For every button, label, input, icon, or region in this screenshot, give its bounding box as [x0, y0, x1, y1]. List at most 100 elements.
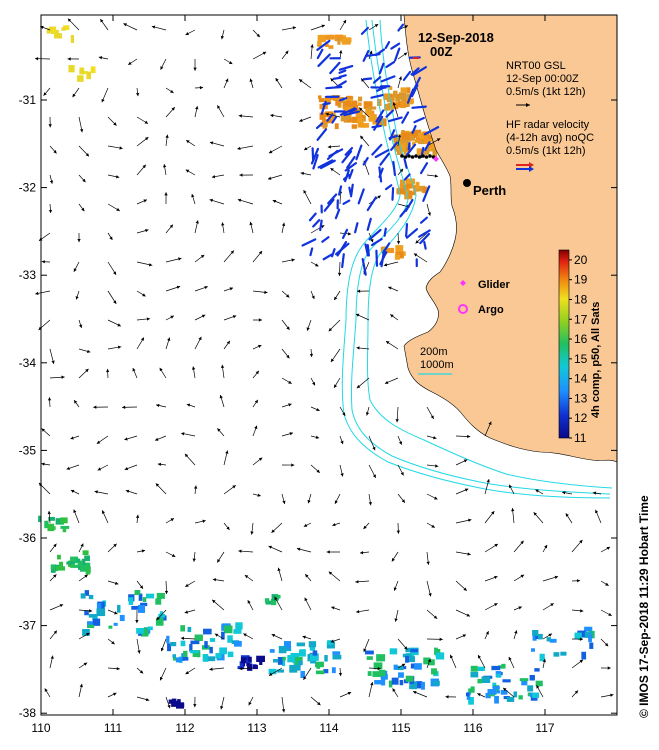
- current-arrow-head: [237, 198, 242, 202]
- colorbar-tick-label: 15: [574, 352, 588, 366]
- current-arrow-head: [357, 289, 361, 293]
- sst-pixel: [113, 622, 118, 626]
- radar-vector: [317, 53, 331, 68]
- current-arrow-head: [165, 134, 169, 138]
- radar-vector: [344, 169, 350, 183]
- current-arrow-head: [579, 637, 583, 641]
- sst-pixel: [356, 117, 364, 124]
- current-arrow-head: [201, 314, 206, 318]
- current-arrow-head: [226, 340, 230, 345]
- radar-vector: [346, 155, 356, 169]
- current-arrow-head: [151, 25, 156, 29]
- sst-pixel: [155, 617, 164, 626]
- colorbar-tick-label: 19: [574, 273, 588, 287]
- sst-pixel: [268, 668, 277, 675]
- current-arrow-head: [116, 207, 120, 211]
- current-arrow-head: [372, 474, 376, 478]
- current-arrow-head: [565, 513, 569, 517]
- radar-vector: [335, 80, 347, 89]
- radar-vector: [370, 94, 384, 99]
- model-scale-arrow: [516, 103, 530, 107]
- current-arrow-head: [463, 587, 467, 591]
- current-arrow-head: [605, 582, 609, 586]
- radar-vector: [405, 143, 417, 156]
- current-arrow-head: [262, 51, 267, 55]
- current-arrow-head: [228, 60, 233, 65]
- radar-vector: [397, 23, 405, 32]
- sst-pixel: [423, 186, 428, 194]
- sst-pixel: [108, 625, 113, 629]
- sst-pixel: [368, 114, 377, 122]
- radar-legend-line2: (4-12h avg) noQC: [506, 132, 594, 144]
- radar-vector: [366, 196, 377, 212]
- current-arrow-head: [109, 236, 113, 240]
- colorbar-tick-label: 11: [574, 431, 587, 445]
- current-arrow-head: [533, 512, 537, 516]
- sst-pixel: [409, 681, 418, 690]
- sst-pixel: [203, 654, 208, 662]
- current-arrow-head: [80, 543, 84, 548]
- current-arrow-head: [143, 199, 147, 203]
- sst-pixel: [501, 663, 506, 668]
- current-arrow-head: [467, 552, 471, 556]
- current-arrow-head: [347, 232, 352, 236]
- current-arrow-head: [503, 687, 507, 692]
- sst-pixel: [265, 600, 274, 605]
- y-tick-label: -31: [19, 93, 37, 107]
- current-arrow-head: [365, 412, 370, 416]
- current-arrow-head: [370, 682, 374, 686]
- sst-pixel: [506, 696, 515, 702]
- current-arrow-head: [274, 596, 278, 601]
- current-arrow-head: [47, 397, 52, 401]
- sst-pixel: [87, 624, 95, 629]
- current-arrow-head: [536, 685, 540, 689]
- sst-pixel: [309, 653, 319, 661]
- glider-track-point: [414, 154, 418, 158]
- sst-pixel: [322, 35, 330, 40]
- current-arrow-head: [520, 574, 525, 578]
- sst-pixel: [177, 699, 181, 703]
- sst-pixel: [194, 634, 203, 641]
- sst-pixel: [334, 34, 344, 40]
- x-tick-label: 110: [31, 721, 50, 735]
- current-arrow-head: [142, 164, 146, 169]
- argo-label: Argo: [478, 304, 504, 316]
- current-arrow-head: [73, 268, 77, 272]
- sst-pixel: [402, 653, 412, 658]
- current-arrow-head: [139, 585, 144, 589]
- sst-pixel: [374, 680, 383, 685]
- current-arrow-head: [155, 483, 160, 487]
- current-arrow-head: [178, 257, 182, 261]
- radar-vector: [344, 146, 354, 156]
- current-arrow-head: [328, 327, 333, 332]
- sst-pixel: [372, 120, 379, 125]
- sst-pixel: [80, 593, 86, 599]
- current-arrow-head: [391, 558, 395, 562]
- radar-vector: [331, 248, 336, 258]
- current-arrow-head: [114, 581, 119, 585]
- current-arrow-head: [244, 575, 249, 579]
- sst-pixel: [233, 629, 242, 634]
- radar-vector: [379, 251, 388, 266]
- current-arrow-head: [44, 688, 48, 692]
- sst-pixel: [96, 608, 106, 617]
- current-arrow-head: [193, 704, 197, 708]
- sst-pixel: [323, 669, 329, 674]
- sst-pixel: [62, 528, 67, 533]
- sst-pixel: [88, 594, 94, 600]
- sst-pixel: [215, 653, 222, 659]
- current-arrow-head: [330, 358, 335, 363]
- sst-pixel: [84, 590, 90, 596]
- x-tick-label: 116: [463, 721, 482, 735]
- current-arrow-head: [356, 609, 360, 614]
- sst-pixel: [413, 188, 419, 192]
- current-arrow-head: [494, 603, 498, 607]
- current-arrow-head: [191, 193, 195, 198]
- sst-pixel: [81, 558, 86, 564]
- current-arrow-head: [135, 92, 140, 97]
- sst-pixel: [532, 629, 539, 636]
- radar-vector: [339, 107, 356, 116]
- sst-pixel: [365, 108, 372, 116]
- current-arrow-head: [328, 571, 333, 575]
- sst-pixel: [70, 556, 79, 564]
